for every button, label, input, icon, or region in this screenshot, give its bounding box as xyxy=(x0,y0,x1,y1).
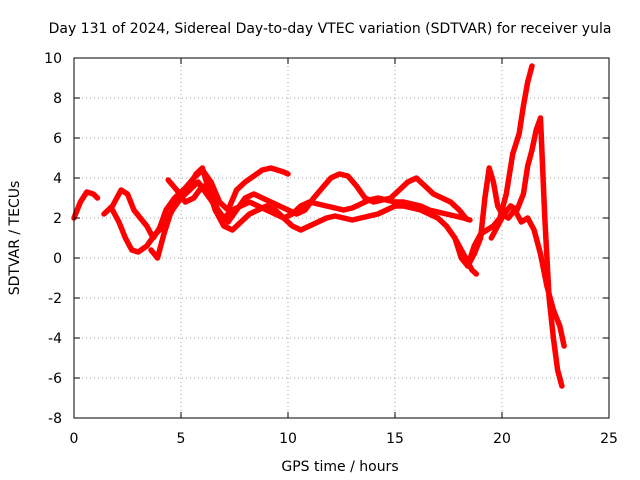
series-arc-7 xyxy=(465,63,535,269)
tick-labels: 0 5 10 15 20 25 -8 -6 -4 -2 0 2 4 6 8 10 xyxy=(44,51,618,447)
x-tick-label: 10 xyxy=(279,431,297,447)
y-tick-label: 2 xyxy=(53,211,62,227)
plot-frame xyxy=(73,57,610,419)
grid-lines xyxy=(74,58,609,418)
axis-ticks xyxy=(73,57,610,419)
series-arc-5 xyxy=(165,171,469,225)
y-tick-label: 6 xyxy=(53,131,62,147)
y-tick-label: 0 xyxy=(53,251,62,267)
y-tick-label: 10 xyxy=(44,51,62,67)
x-axis-label: GPS time / hours xyxy=(281,459,398,475)
y-tick-label: 4 xyxy=(53,171,62,187)
x-tick-label: 0 xyxy=(70,431,79,447)
y-axis-label: SDTVAR / TECUs xyxy=(7,181,23,296)
series-arc-1 xyxy=(71,189,101,221)
series-arc-3 xyxy=(109,179,473,255)
x-tick-label: 25 xyxy=(600,431,618,447)
y-tick-label: -8 xyxy=(48,411,62,427)
y-tick-label: 8 xyxy=(53,91,62,107)
data-series xyxy=(71,63,567,389)
y-tick-label: -2 xyxy=(48,291,62,307)
x-tick-label: 20 xyxy=(493,431,511,447)
y-tick-label: -6 xyxy=(48,371,62,387)
x-tick-label: 15 xyxy=(386,431,404,447)
chart-title: Day 131 of 2024, Sidereal Day-to-day VTE… xyxy=(49,21,612,37)
series-arc-8 xyxy=(488,115,565,389)
y-tick-label: -4 xyxy=(48,331,62,347)
series-arc-4 xyxy=(148,165,480,277)
x-tick-label: 5 xyxy=(177,431,186,447)
